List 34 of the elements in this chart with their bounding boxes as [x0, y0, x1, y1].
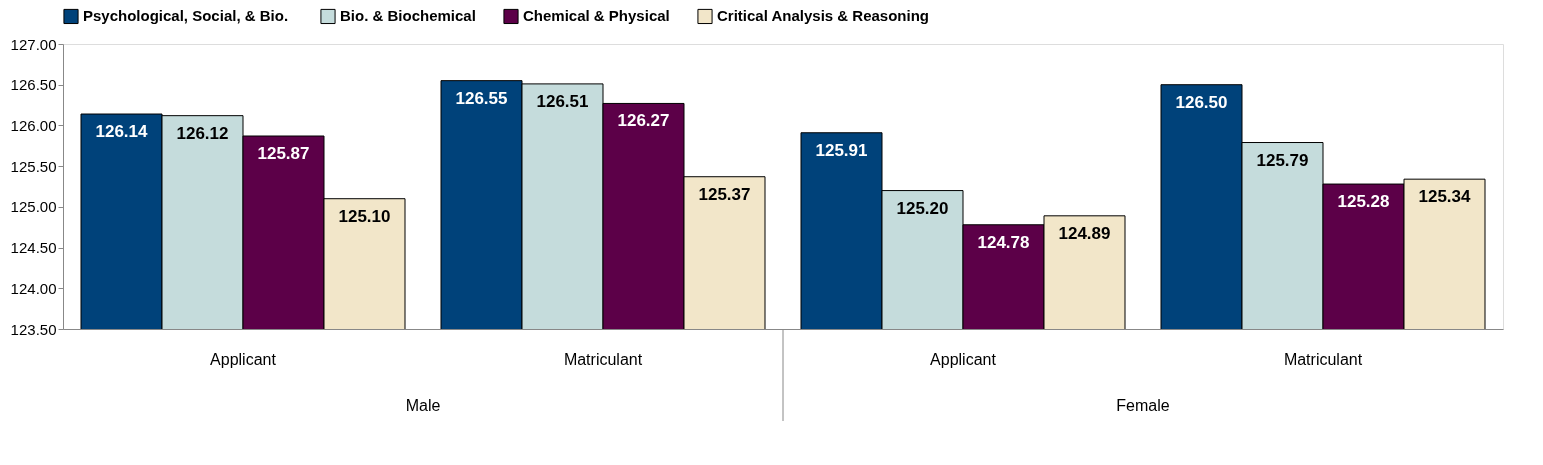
text: Female: [1116, 397, 1170, 414]
data-label: 126.14: [95, 122, 149, 142]
data-label: 124.89: [1058, 223, 1111, 243]
legend-label: Critical Analysis & Reasoning: [717, 7, 930, 25]
data-label: 125.91: [815, 140, 868, 160]
data-label: 126.51: [536, 91, 589, 111]
data-label: 124.78: [977, 232, 1030, 252]
x-tick-label: Matriculant: [563, 350, 643, 368]
data-label: 126.27: [617, 111, 670, 131]
y-tick-label: 126.50: [10, 76, 57, 94]
data-label: 126.50: [1175, 92, 1228, 112]
data-label: 125.28: [1337, 192, 1390, 212]
y-tick-label: 124.50: [10, 239, 57, 257]
x-tick-label: Matriculant: [1283, 350, 1363, 368]
data-label: 126.55: [455, 88, 508, 108]
data-label: 125.10: [338, 206, 391, 226]
legend-label: Psychological, Social, & Bio.: [83, 7, 289, 25]
y-tick-label: 123.50: [10, 320, 57, 338]
data-label: 125.87: [257, 144, 310, 164]
legend-label: Bio. & Biochemical: [340, 7, 476, 25]
text: Male: [405, 397, 441, 414]
y-tick-label: 127.00: [10, 35, 57, 53]
data-label: 125.34: [1418, 187, 1472, 207]
data-label: 125.20: [896, 198, 949, 218]
x-tick-label: Applicant: [210, 350, 277, 368]
legend-label: Chemical & Physical: [523, 7, 670, 25]
y-tick-label: 125.50: [10, 157, 57, 175]
x-tick-label: Applicant: [930, 350, 997, 368]
data-label: 126.12: [176, 123, 229, 143]
data-label: 125.37: [698, 184, 751, 204]
y-tick-label: 125.00: [10, 198, 57, 216]
data-label: 125.79: [1256, 150, 1309, 170]
y-tick-label: 124.00: [10, 279, 57, 297]
y-tick-label: 126.00: [10, 116, 57, 134]
